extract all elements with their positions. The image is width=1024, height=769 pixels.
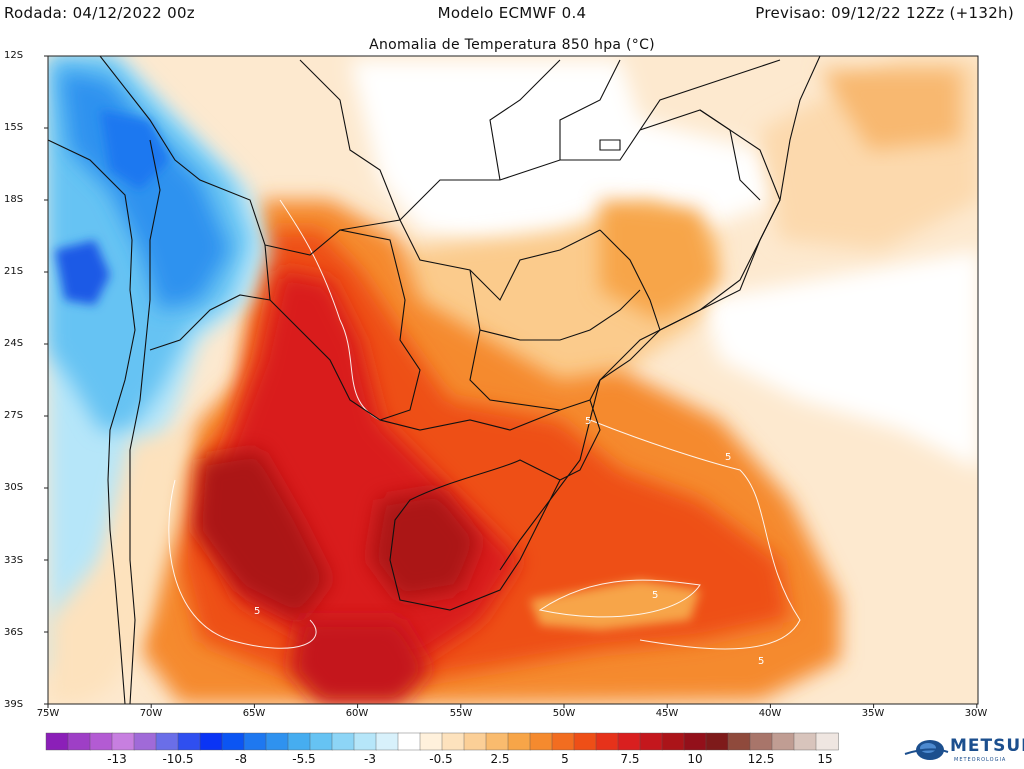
lat-label-15s: 15S xyxy=(4,122,24,133)
colorbar-cell xyxy=(67,732,91,751)
colorbar-cell xyxy=(485,732,509,751)
colorbar-cell xyxy=(309,732,333,751)
axis-ticks xyxy=(44,55,978,708)
lon-label-35w: 35W xyxy=(861,708,885,719)
lon-label-75w: 75W xyxy=(36,708,60,719)
colorbar-cell xyxy=(639,732,663,751)
colorbar-cell xyxy=(89,732,113,751)
model-label: Modelo ECMWF 0.4 xyxy=(437,4,587,22)
lat-label-33s: 33S xyxy=(4,555,24,566)
colorbar-cell xyxy=(111,732,135,751)
lon-label-65w: 65W xyxy=(242,708,266,719)
colorbar-label: -10.5 xyxy=(162,752,194,766)
colorbar-label: 2.5 xyxy=(490,752,510,766)
colorbar-label: -3 xyxy=(364,752,376,766)
colorbar-cell xyxy=(463,732,487,751)
logo-subtext: METEOROLOGIA xyxy=(954,757,1007,763)
lat-label-30s: 30S xyxy=(4,482,24,493)
colorbar-label: 10 xyxy=(687,752,703,766)
colorbar-cell xyxy=(727,732,751,751)
logo-text: METSUL xyxy=(950,736,1024,756)
lon-label-30w: 30W xyxy=(964,708,988,719)
colorbar-cell xyxy=(133,732,157,751)
colorbar-label: 7.5 xyxy=(620,752,640,766)
lat-label-39s: 39S xyxy=(4,699,24,710)
colorbar-cell xyxy=(397,732,421,751)
colorbar-cell xyxy=(221,732,245,751)
colorbar-cell xyxy=(573,732,597,751)
colorbar-cell xyxy=(155,732,179,751)
colorbar-cell xyxy=(441,732,465,751)
colorbar-cell xyxy=(595,732,619,751)
colorbar-label: 12.5 xyxy=(747,752,775,766)
lat-label-12s: 12S xyxy=(4,50,24,61)
lon-label-50w: 50W xyxy=(552,708,576,719)
colorbar-cell xyxy=(551,732,575,751)
colorbar-label: 5 xyxy=(561,752,569,766)
lat-label-18s: 18S xyxy=(4,194,24,205)
colorbar-cell xyxy=(243,732,267,751)
lat-label-27s: 27S xyxy=(4,410,24,421)
colorbar-cell xyxy=(45,732,69,751)
lat-label-21s: 21S xyxy=(4,266,24,277)
contour-label: 5 xyxy=(725,452,732,463)
colorbar-cell xyxy=(617,732,641,751)
colorbar-cell xyxy=(177,732,201,751)
colorbar-cell xyxy=(353,732,377,751)
contour-label: 5 xyxy=(652,590,659,601)
colorbar-label: -13 xyxy=(107,752,127,766)
run-date-label: Rodada: 04/12/2022 00z xyxy=(4,4,195,22)
colorbar-cell xyxy=(705,732,729,751)
colorbar-cell xyxy=(419,732,443,751)
colorbar-cell xyxy=(683,732,707,751)
colorbar-cell xyxy=(507,732,531,751)
colorbar-cell xyxy=(287,732,311,751)
forecast-time-label: Previsao: 09/12/22 12Zz (+132h) xyxy=(755,4,1014,22)
colorbar-cell xyxy=(815,732,839,751)
contour-label: 5 xyxy=(758,656,765,667)
lon-label-55w: 55W xyxy=(449,708,473,719)
colorbar-label: -5.5 xyxy=(292,752,316,766)
colorbar-label: -8 xyxy=(235,752,247,766)
contour-label: 5 xyxy=(254,606,261,617)
colorbar-cell xyxy=(749,732,773,751)
anomaly-field xyxy=(48,56,978,704)
political-borders xyxy=(48,56,821,704)
metsul-logo xyxy=(904,740,949,760)
colorbar-cell xyxy=(529,732,553,751)
lat-label-36s: 36S xyxy=(4,627,24,638)
map-title: Anomalia de Temperatura 850 hpa (°C) xyxy=(369,37,655,53)
colorbar-label: -0.5 xyxy=(429,752,453,766)
colorbar-cell xyxy=(661,732,685,751)
lon-label-40w: 40W xyxy=(758,708,782,719)
colorbar-cell xyxy=(331,732,355,751)
colorbar-cell xyxy=(265,732,289,751)
lon-label-70w: 70W xyxy=(139,708,163,719)
contour-label: 5 xyxy=(585,416,592,427)
contour-lines xyxy=(168,199,801,650)
colorbar-cell xyxy=(793,732,817,751)
lat-label-24s: 24S xyxy=(4,338,24,349)
colorbar-cell xyxy=(199,732,223,751)
colorbar-label: 15 xyxy=(817,752,833,766)
colorbar-cell xyxy=(771,732,795,751)
lon-label-60w: 60W xyxy=(345,708,369,719)
colorbar-cell xyxy=(375,732,399,751)
lon-label-45w: 45W xyxy=(655,708,679,719)
